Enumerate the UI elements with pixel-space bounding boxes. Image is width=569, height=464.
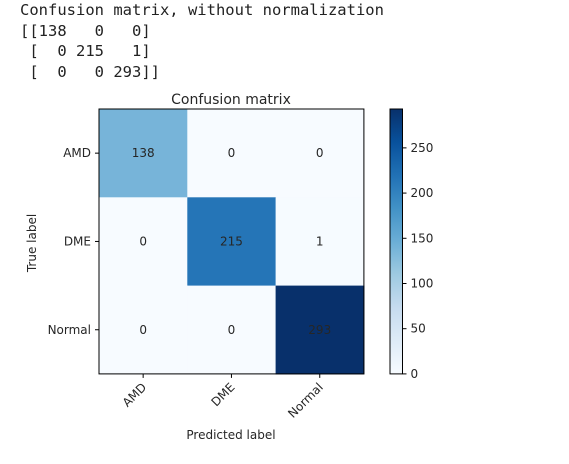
y-tick-label: AMD	[63, 146, 91, 160]
colorbar	[389, 108, 403, 375]
heatmap-cell	[99, 109, 188, 198]
cell-value-label: 0	[139, 323, 147, 337]
cell-value-label: 1	[316, 234, 324, 248]
x-tick-label: Normal	[285, 380, 326, 421]
heatmap-cell	[275, 285, 365, 375]
console-line: [ 0 0 293]]	[20, 62, 160, 81]
heatmap-cell	[187, 109, 277, 198]
cell-value-label: 0	[228, 146, 236, 160]
y-tick-label: Normal	[48, 323, 91, 337]
colorbar-tick-label: 100	[411, 276, 434, 290]
cell-value-label: 0	[316, 146, 324, 160]
console-line: [[138 0 0]	[20, 21, 151, 40]
heatmap-cell	[99, 197, 188, 287]
heatmap-cell	[275, 109, 365, 198]
heatmap-cell-labels: 138 0 0 0 215 1 0 0 293	[132, 146, 332, 337]
cell-value-label: 0	[139, 234, 147, 248]
colorbar-tick-label: 150	[411, 231, 434, 245]
y-axis-ticks: AMD DME Normal	[48, 146, 99, 337]
x-axis-ticks: AMD DME Normal	[120, 373, 326, 421]
colorbar-tick-label: 250	[411, 141, 434, 155]
heatmap-cells	[99, 109, 365, 375]
cell-value-label: 0	[228, 323, 236, 337]
console-output: Confusion matrix, without normalization …	[20, 0, 384, 82]
cell-value-label: 215	[220, 234, 243, 248]
x-tick-label: AMD	[120, 380, 150, 410]
chart-title: Confusion matrix	[171, 92, 291, 108]
x-axis-label: Predicted label	[186, 428, 275, 442]
heatmap-cell	[99, 285, 188, 375]
heatmap-cell	[275, 197, 365, 287]
y-tick-label: DME	[64, 234, 91, 248]
colorbar-tick-label: 0	[411, 367, 419, 381]
colorbar-tick-label: 200	[411, 186, 434, 200]
heatmap-cell	[187, 197, 277, 287]
colorbar-tick-label: 50	[411, 322, 426, 336]
console-line: Confusion matrix, without normalization	[20, 1, 384, 19]
console-line: [ 0 215 1]	[20, 42, 151, 60]
cell-value-label: 138	[132, 146, 155, 160]
cell-value-label: 293	[308, 323, 331, 337]
heatmap-cell	[187, 285, 277, 375]
y-axis-label: True label	[25, 214, 39, 273]
x-tick-label: DME	[208, 380, 237, 409]
colorbar-ticks: 0 50 100 150 200 250	[402, 141, 434, 381]
